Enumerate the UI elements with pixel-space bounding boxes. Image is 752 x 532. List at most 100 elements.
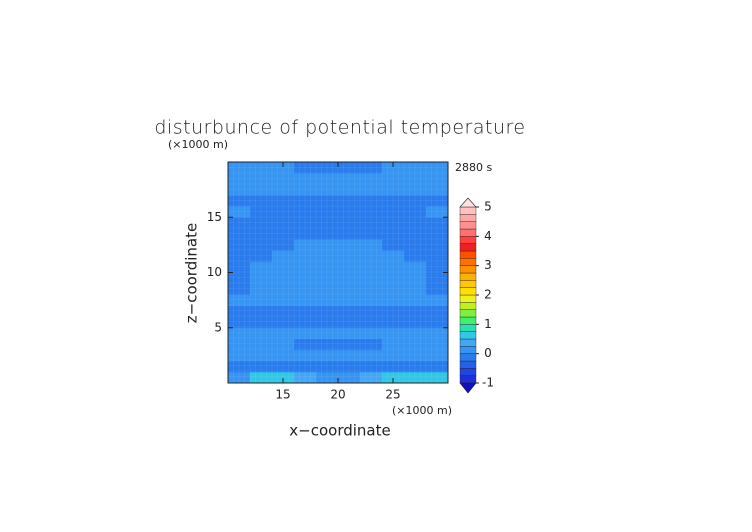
contour-cell — [272, 294, 295, 306]
contour-cell — [382, 206, 405, 218]
contour-cell — [404, 239, 427, 251]
contour-cell — [228, 250, 251, 262]
contour-cell — [382, 305, 405, 317]
contour-cell — [316, 162, 339, 174]
contour-cell — [294, 360, 317, 373]
contour-cell — [382, 294, 405, 306]
x-tick-label: 20 — [330, 388, 345, 402]
contour-cell — [404, 294, 427, 306]
colorbar-band — [459, 346, 477, 354]
contour-cell — [382, 228, 405, 240]
contour-cell — [294, 371, 317, 384]
contour-cell — [272, 173, 295, 185]
contour-cell — [426, 327, 449, 340]
contour-cell — [360, 272, 383, 284]
contour-cell — [404, 371, 427, 384]
y-tick-label: 5 — [214, 320, 222, 334]
x-axis-label: x−coordinate — [289, 422, 390, 440]
contour-cell — [426, 195, 449, 207]
y-unit: (×1000 m) — [168, 138, 228, 151]
contour-cell — [294, 349, 317, 362]
contour-cell — [426, 338, 449, 351]
contour-cell — [250, 162, 273, 174]
contour-cell — [272, 360, 295, 373]
contour-cell — [228, 217, 251, 229]
contour-cell — [250, 195, 273, 207]
colorbar-label: 4 — [484, 229, 492, 243]
contour-cell — [228, 195, 251, 207]
x-unit: (×1000 m) — [392, 404, 452, 417]
colorbar-band — [459, 331, 477, 340]
colorbar-band — [459, 302, 477, 310]
contour-cell — [382, 316, 405, 329]
colorbar-label: 3 — [484, 258, 492, 272]
contour-cell — [338, 338, 361, 351]
contour-cell — [228, 327, 251, 340]
contour-cell — [272, 162, 295, 174]
contour-cell — [250, 184, 273, 196]
contour-cell — [426, 349, 449, 362]
contour-cell — [382, 162, 405, 174]
colorbar-label: 1 — [484, 317, 492, 331]
contour-cell — [426, 228, 449, 240]
contour-cell — [360, 316, 383, 329]
contour-cell — [338, 261, 361, 273]
contour-cell — [228, 283, 251, 295]
contour-cell — [316, 371, 339, 384]
contour-cell — [316, 173, 339, 185]
contour-cell — [316, 283, 339, 295]
contour-cell — [338, 250, 361, 262]
contour-cell — [316, 338, 339, 351]
contour-cell — [294, 217, 317, 229]
colorbar-band — [459, 243, 477, 252]
contour-cell — [250, 360, 273, 373]
contour-cell — [316, 360, 339, 373]
contour-cell — [382, 195, 405, 207]
contour-cell — [294, 228, 317, 240]
contour-cell — [426, 360, 449, 373]
contour-cell — [250, 338, 273, 351]
contour-cell — [228, 371, 251, 384]
contour-cell — [404, 316, 427, 329]
contour-cell — [272, 316, 295, 329]
colorbar-band — [459, 272, 477, 281]
contour-cell — [316, 239, 339, 251]
contour-cell — [360, 250, 383, 262]
colorbar-band — [459, 309, 477, 318]
time-label: 2880 s — [455, 161, 492, 174]
contour-cell — [360, 261, 383, 273]
contour-cell — [294, 206, 317, 218]
contour-cell — [404, 283, 427, 295]
contour-cell — [316, 327, 339, 340]
contour-cell — [426, 316, 449, 329]
contour-cell — [250, 250, 273, 262]
contour-cell — [228, 272, 251, 284]
contour-cell — [294, 239, 317, 251]
contour-cell — [360, 162, 383, 174]
contour-cell — [382, 338, 405, 351]
contour-cell — [250, 371, 273, 384]
contour-cell — [338, 283, 361, 295]
colorbar-band — [459, 236, 477, 244]
contour-cell — [360, 217, 383, 229]
contour-cell — [228, 206, 251, 218]
contour-cell — [426, 250, 449, 262]
contour-cell — [426, 272, 449, 284]
contour-cell — [426, 206, 449, 218]
contour-cell — [272, 272, 295, 284]
contour-cell — [250, 239, 273, 251]
contour-cell — [228, 338, 251, 351]
contour-cell — [404, 338, 427, 351]
y-tick-label: 10 — [207, 265, 222, 279]
contour-cell — [316, 250, 339, 262]
contour-cell — [338, 239, 361, 251]
contour-cell — [272, 327, 295, 340]
contour-cell — [316, 206, 339, 218]
contour-cell — [426, 173, 449, 185]
contour-cell — [426, 294, 449, 306]
colorbar-band — [459, 228, 477, 237]
contour-cell — [272, 261, 295, 273]
colorbar-band — [459, 280, 477, 288]
contour-cell — [272, 228, 295, 240]
